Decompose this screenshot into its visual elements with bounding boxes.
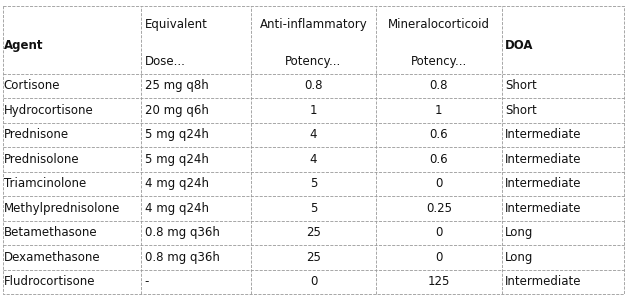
- Text: 20 mg q6h: 20 mg q6h: [145, 104, 209, 117]
- Text: Intermediate: Intermediate: [505, 202, 582, 215]
- Text: 4: 4: [310, 128, 317, 141]
- Text: 1: 1: [435, 104, 443, 117]
- Text: Potency...: Potency...: [285, 55, 342, 68]
- Text: Cortisone: Cortisone: [4, 79, 60, 92]
- Text: 5 mg q24h: 5 mg q24h: [145, 128, 209, 141]
- Text: 0.8 mg q36h: 0.8 mg q36h: [145, 251, 219, 264]
- Text: 125: 125: [428, 275, 450, 288]
- Text: Methylprednisolone: Methylprednisolone: [4, 202, 120, 215]
- Text: 1: 1: [310, 104, 317, 117]
- Text: 5: 5: [310, 202, 317, 215]
- Text: 25: 25: [306, 226, 321, 239]
- Text: 0: 0: [435, 177, 443, 190]
- Text: Intermediate: Intermediate: [505, 275, 582, 288]
- Text: 0: 0: [310, 275, 317, 288]
- Text: Prednisone: Prednisone: [4, 128, 69, 141]
- Text: Agent: Agent: [4, 39, 43, 52]
- Text: 0.6: 0.6: [429, 128, 448, 141]
- Text: 5: 5: [310, 177, 317, 190]
- Text: 4 mg q24h: 4 mg q24h: [145, 177, 209, 190]
- Text: Anti-inflammatory: Anti-inflammatory: [260, 18, 367, 31]
- Text: Equivalent: Equivalent: [145, 18, 208, 31]
- Text: 25: 25: [306, 251, 321, 264]
- Text: Long: Long: [505, 226, 534, 239]
- Text: Mineralocorticoid: Mineralocorticoid: [388, 18, 490, 31]
- Text: 0: 0: [435, 251, 443, 264]
- Text: 0.6: 0.6: [429, 153, 448, 166]
- Text: Fludrocortisone: Fludrocortisone: [4, 275, 95, 288]
- Text: Triamcinolone: Triamcinolone: [4, 177, 86, 190]
- Text: 0.8: 0.8: [304, 79, 323, 92]
- Text: Intermediate: Intermediate: [505, 153, 582, 166]
- Text: Betamethasone: Betamethasone: [4, 226, 97, 239]
- Text: 4: 4: [310, 153, 317, 166]
- Text: Prednisolone: Prednisolone: [4, 153, 80, 166]
- Text: 0.8 mg q36h: 0.8 mg q36h: [145, 226, 219, 239]
- Text: 0: 0: [435, 226, 443, 239]
- Text: Short: Short: [505, 79, 537, 92]
- Text: 0.8: 0.8: [429, 79, 448, 92]
- Text: 25 mg q8h: 25 mg q8h: [145, 79, 209, 92]
- Text: Dose...: Dose...: [145, 55, 186, 68]
- Text: Long: Long: [505, 251, 534, 264]
- Text: 0.25: 0.25: [426, 202, 452, 215]
- Text: -: -: [145, 275, 149, 288]
- Text: Intermediate: Intermediate: [505, 177, 582, 190]
- Text: Potency...: Potency...: [411, 55, 467, 68]
- Text: DOA: DOA: [505, 39, 534, 52]
- Text: Dexamethasone: Dexamethasone: [4, 251, 100, 264]
- Text: 4 mg q24h: 4 mg q24h: [145, 202, 209, 215]
- Text: Intermediate: Intermediate: [505, 128, 582, 141]
- Text: Hydrocortisone: Hydrocortisone: [4, 104, 93, 117]
- Text: 5 mg q24h: 5 mg q24h: [145, 153, 209, 166]
- Text: Short: Short: [505, 104, 537, 117]
